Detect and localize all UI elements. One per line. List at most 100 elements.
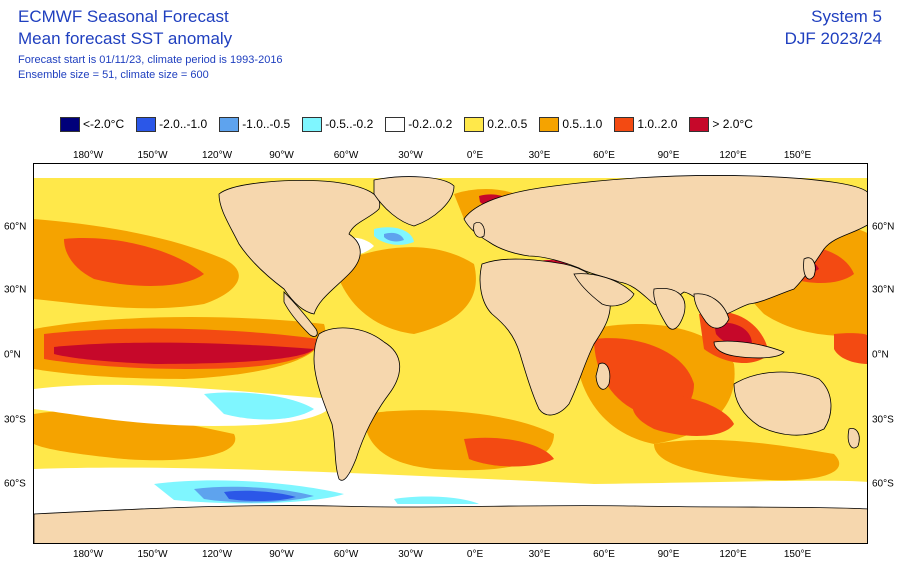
anomaly-region-south-atlantic-strong bbox=[464, 437, 554, 467]
longitude-label: 120°E bbox=[719, 549, 747, 560]
india bbox=[653, 287, 686, 330]
legend-label: <-2.0°C bbox=[83, 117, 125, 131]
legend-item: > 2.0°C bbox=[689, 116, 753, 132]
legend-swatch bbox=[539, 116, 560, 132]
legend-swatch bbox=[385, 116, 406, 132]
legend-swatch bbox=[464, 116, 485, 132]
legend-label: 0.2..0.5 bbox=[487, 117, 528, 131]
sst-anomaly-map bbox=[33, 163, 868, 544]
legend-item: 0.2..0.5 bbox=[464, 116, 528, 132]
longitude-label: 180°W bbox=[72, 549, 104, 560]
latitude-label: 30°N bbox=[4, 284, 27, 296]
longitude-label: 30°E bbox=[528, 150, 551, 161]
latitude-label: 30°N bbox=[872, 284, 895, 296]
longitude-label: 150°E bbox=[783, 150, 812, 161]
legend-label: 0.5..1.0 bbox=[562, 117, 603, 131]
anomaly-region-southern-ocean-strong-cool bbox=[224, 490, 296, 502]
longitude-label: 30°W bbox=[398, 150, 423, 161]
latitude-label: 30°S bbox=[4, 414, 26, 426]
longitude-label: 120°W bbox=[201, 549, 233, 560]
africa bbox=[479, 258, 611, 416]
japan bbox=[803, 257, 816, 280]
new-zealand bbox=[847, 427, 860, 449]
anomaly-region-north-pacific-strong bbox=[64, 238, 204, 286]
anomaly-region-south-pacific-cool bbox=[204, 392, 314, 420]
eurasia bbox=[463, 175, 867, 316]
legend-swatch bbox=[219, 116, 240, 132]
legend-swatch bbox=[689, 116, 710, 132]
longitude-label: 120°W bbox=[201, 150, 233, 161]
longitude-label: 90°E bbox=[657, 549, 680, 560]
southeast-asia bbox=[693, 293, 730, 329]
legend-label: -1.0..-0.5 bbox=[242, 117, 291, 131]
anomaly-region-indonesia-extreme bbox=[714, 322, 752, 347]
antarctica bbox=[34, 505, 867, 543]
latitude-label: 60°N bbox=[4, 221, 27, 233]
longitude-label: 60°W bbox=[333, 150, 359, 161]
legend-item: -0.5..-0.2 bbox=[302, 116, 374, 132]
latitude-label: 60°S bbox=[4, 478, 26, 490]
latitude-label: 60°N bbox=[872, 221, 895, 233]
australia bbox=[733, 371, 832, 436]
legend-label: -2.0..-1.0 bbox=[159, 117, 208, 131]
arctic-band bbox=[34, 164, 867, 178]
madagascar bbox=[595, 362, 611, 390]
map-canvas bbox=[34, 164, 867, 543]
anomaly-region-southern-indian-strong bbox=[632, 393, 734, 436]
longitude-label: 0°E bbox=[466, 150, 484, 161]
longitude-label: 180°W bbox=[72, 150, 104, 161]
longitude-label: 60°E bbox=[593, 150, 615, 161]
legend-item: <-2.0°C bbox=[60, 116, 125, 132]
legend-item: -1.0..-0.5 bbox=[219, 116, 291, 132]
longitude-label: 150°W bbox=[137, 549, 168, 560]
longitude-label: 90°E bbox=[657, 150, 680, 161]
season-label: DJF 2023/24 bbox=[784, 29, 882, 48]
longitude-label: 30°E bbox=[528, 549, 551, 560]
legend-swatch bbox=[136, 116, 157, 132]
longitude-label: 60°W bbox=[333, 549, 359, 560]
longitude-label: 150°W bbox=[137, 150, 168, 161]
legend-item: 1.0..2.0 bbox=[614, 116, 678, 132]
central-america bbox=[283, 291, 318, 337]
title-block: ECMWF Seasonal Forecast Mean forecast SS… bbox=[18, 6, 283, 83]
legend-swatch bbox=[614, 116, 635, 132]
legend-item: 0.5..1.0 bbox=[539, 116, 603, 132]
longitude-label: 90°W bbox=[269, 549, 294, 560]
legend-label: > 2.0°C bbox=[712, 117, 753, 131]
anomaly-region-nino-extreme bbox=[54, 342, 314, 364]
legend-item: -0.2..0.2 bbox=[385, 116, 453, 132]
anomaly-region-southern-indian bbox=[654, 439, 840, 481]
longitude-label: 0°E bbox=[466, 549, 484, 560]
north-america bbox=[218, 180, 381, 315]
legend-label: 1.0..2.0 bbox=[637, 117, 678, 131]
latitude-label: 0°N bbox=[4, 349, 21, 361]
legend-label: -0.5..-0.2 bbox=[325, 117, 374, 131]
longitude-label: 150°E bbox=[783, 549, 812, 560]
legend-swatch bbox=[302, 116, 323, 132]
map-title: ECMWF Seasonal Forecast bbox=[18, 7, 229, 26]
uk bbox=[473, 221, 485, 238]
longitude-label: 90°W bbox=[269, 150, 294, 161]
anomaly-region-labrador-moderate-cool bbox=[384, 232, 404, 242]
forecast-info: Forecast start is 01/11/23, climate peri… bbox=[18, 54, 283, 66]
continents bbox=[34, 175, 867, 543]
longitude-label: 60°E bbox=[593, 549, 615, 560]
legend-swatch bbox=[60, 116, 80, 132]
latitude-label: 60°S bbox=[872, 478, 894, 490]
anomaly-region-north-atlantic bbox=[334, 247, 476, 334]
latitude-label: 30°S bbox=[872, 414, 894, 426]
anomaly-region-east-pacific-strong bbox=[834, 333, 867, 364]
longitude-label: 120°E bbox=[719, 150, 747, 161]
system-label: System 5 bbox=[811, 7, 882, 26]
latitude-label: 0°N bbox=[872, 349, 889, 361]
color-legend: <-2.0°C -2.0..-1.0 -1.0..-0.5 -0.5..-0.2 -0.… bbox=[60, 115, 765, 133]
legend-label: -0.2..0.2 bbox=[408, 117, 453, 131]
south-america bbox=[313, 327, 401, 481]
ensemble-info: Ensemble size = 51, climate size = 600 bbox=[18, 69, 209, 81]
legend-item: -2.0..-1.0 bbox=[136, 116, 208, 132]
system-block: System 5 DJF 2023/24 bbox=[785, 6, 882, 50]
anomaly-region-south-pacific bbox=[34, 410, 236, 461]
map-subtitle: Mean forecast SST anomaly bbox=[18, 29, 233, 48]
arabia bbox=[573, 273, 635, 307]
longitude-label: 30°W bbox=[398, 549, 423, 560]
